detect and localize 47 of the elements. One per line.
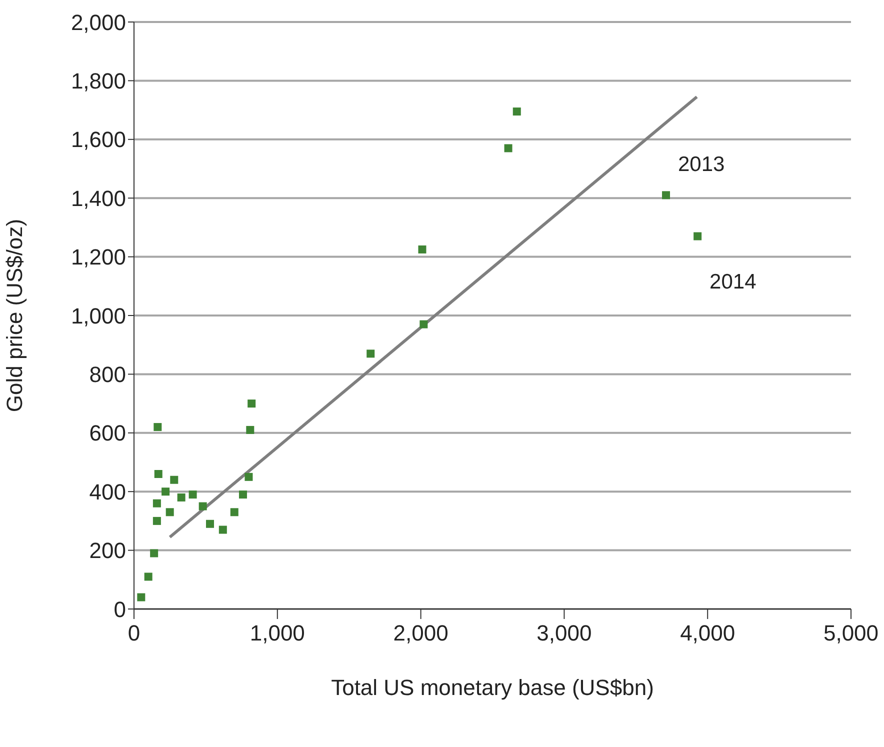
point <box>152 499 161 508</box>
point <box>366 350 375 358</box>
point <box>137 593 146 602</box>
point <box>238 490 247 499</box>
point <box>166 508 174 516</box>
y-tick-label: 1,800 <box>70 68 126 94</box>
y-tick-label: 1,200 <box>70 244 126 270</box>
point <box>154 423 162 432</box>
point <box>188 490 197 499</box>
point <box>248 400 256 408</box>
point <box>198 502 207 510</box>
point <box>512 108 521 116</box>
point <box>246 426 254 434</box>
annotation: 2013 <box>678 153 725 176</box>
y-tick-label: 600 <box>89 420 126 446</box>
x-tick-label: 3,000 <box>536 620 592 646</box>
point <box>694 232 702 240</box>
x-tick-label: 5,000 <box>823 620 879 646</box>
y-tick-label: 800 <box>89 362 126 388</box>
point <box>244 472 253 481</box>
y-tick-label: 1,000 <box>70 303 126 328</box>
y-axis-title: Gold price (US$/oz) <box>2 218 27 412</box>
point <box>154 470 162 478</box>
point <box>418 245 426 254</box>
point <box>170 476 178 484</box>
x-tick-label: 1,000 <box>250 620 305 646</box>
point <box>144 572 152 581</box>
annotation: 2014 <box>710 270 757 294</box>
y-tick-label: 200 <box>89 538 126 564</box>
y-tick-label: 400 <box>89 479 126 504</box>
x-tick-label: 2,000 <box>393 620 448 646</box>
point <box>162 488 170 496</box>
point <box>206 520 214 528</box>
y-tick-label: 1,600 <box>70 127 126 152</box>
point <box>150 549 158 558</box>
point <box>420 320 428 328</box>
point <box>504 144 512 152</box>
point <box>662 191 670 200</box>
point <box>177 493 186 502</box>
y-tick-label: 0 <box>114 596 126 622</box>
y-tick-label: 1,400 <box>70 186 126 211</box>
x-axis-title: Total US monetary base (US$bn) <box>331 675 654 700</box>
y-tick-label: 2,000 <box>70 10 126 35</box>
point <box>230 508 238 516</box>
point <box>152 516 161 525</box>
x-tick-label: 4,000 <box>680 620 736 646</box>
point <box>218 526 227 534</box>
